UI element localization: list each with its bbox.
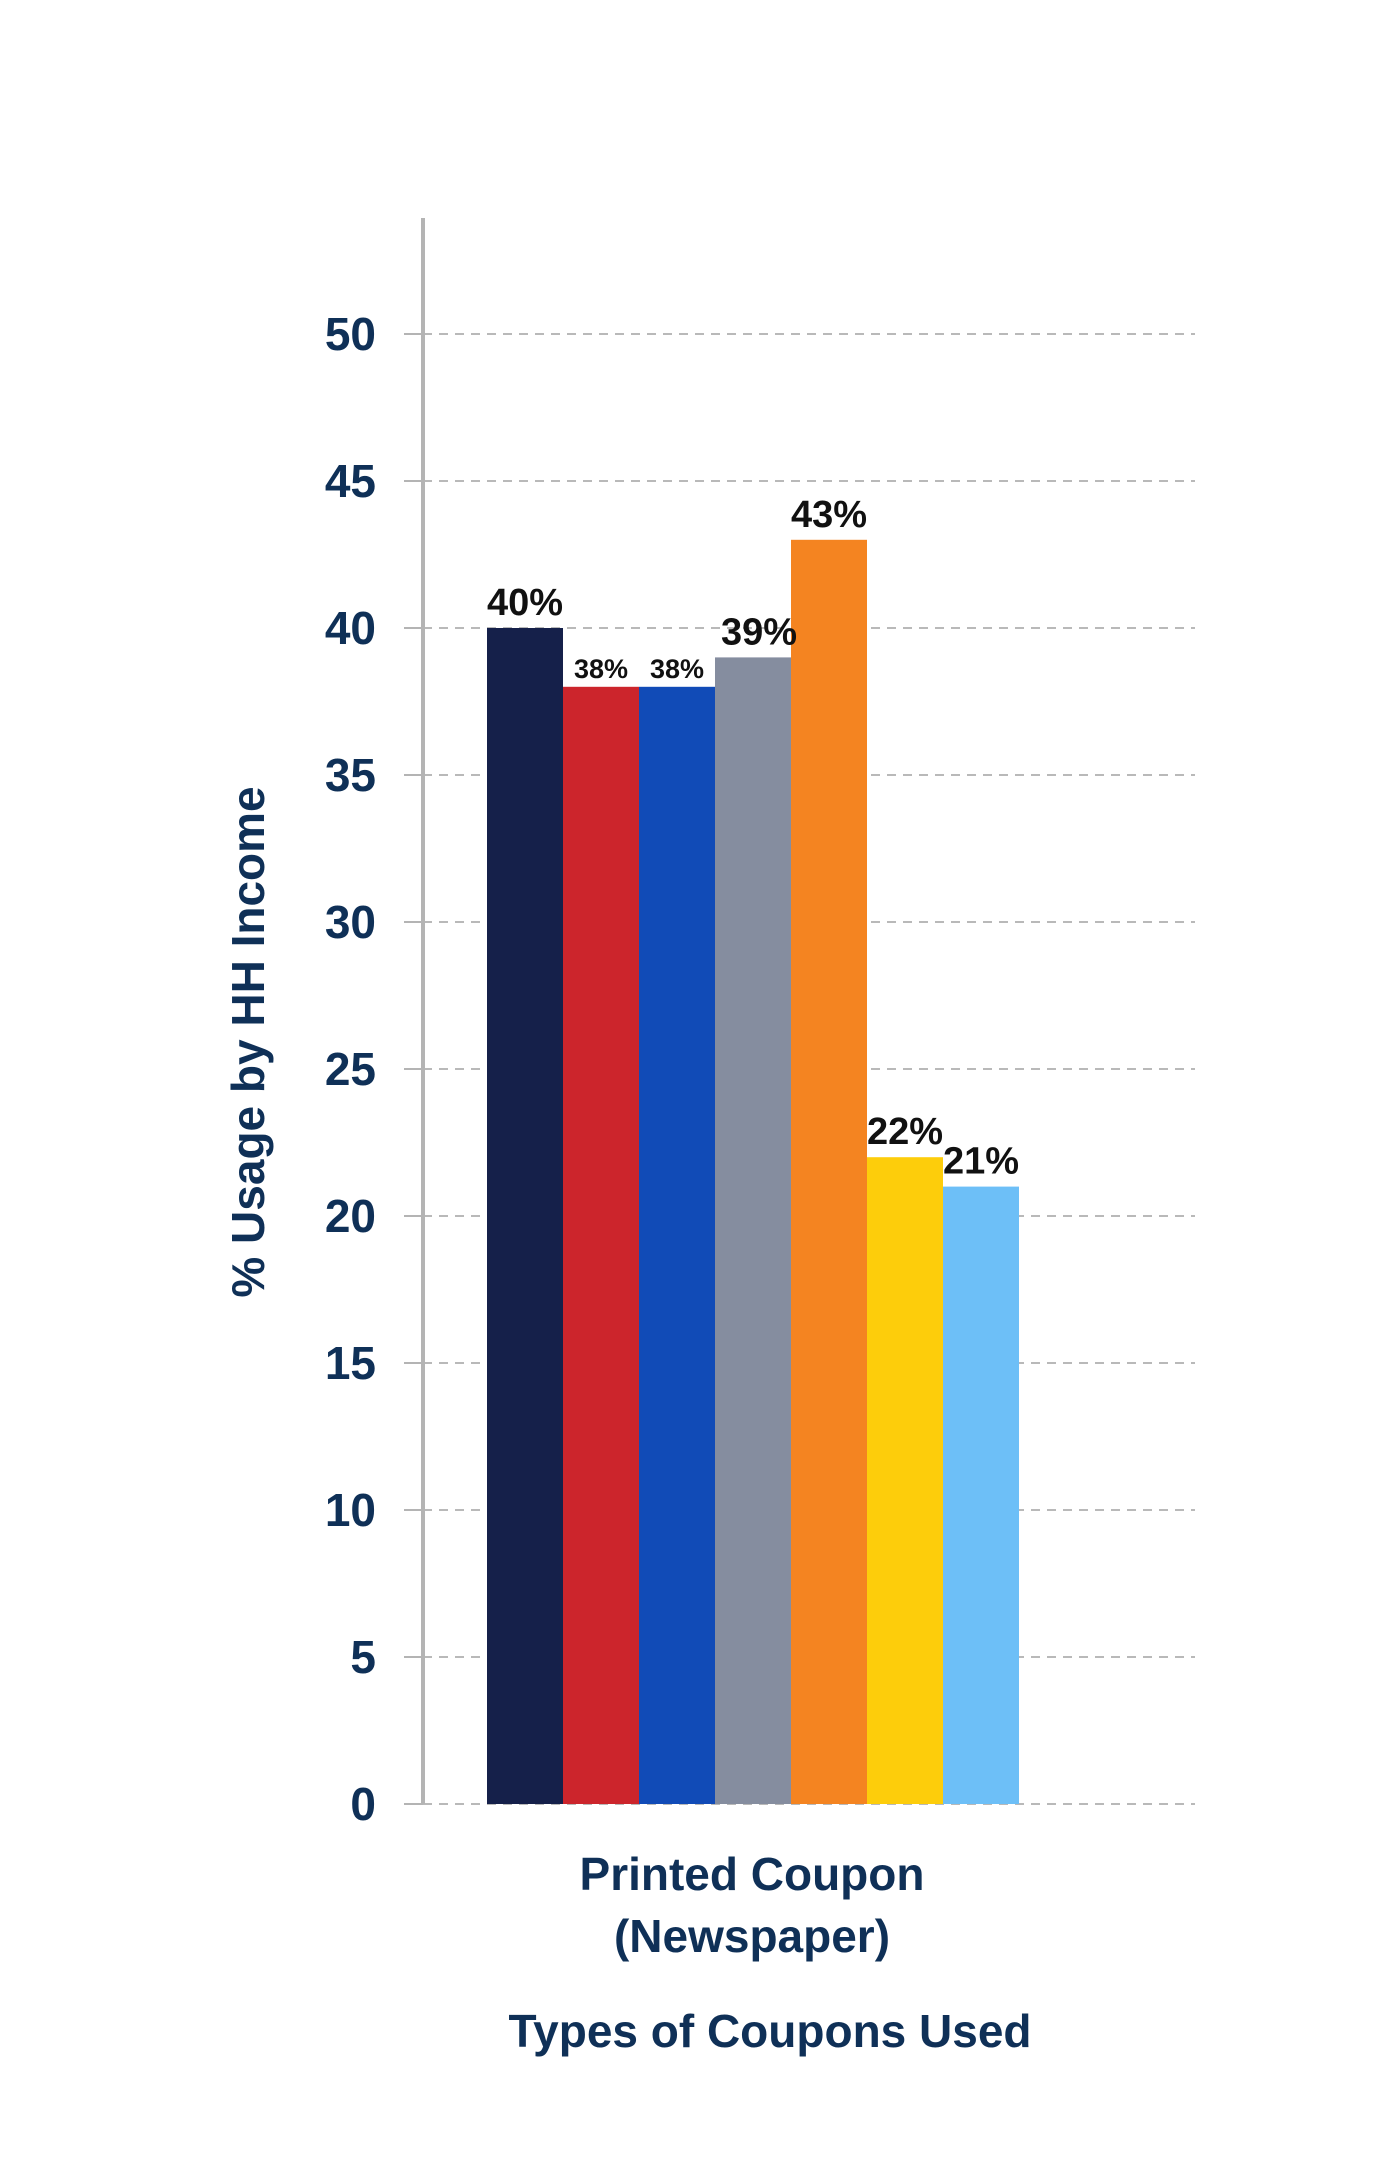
data-label: 40% [487, 582, 563, 624]
y-tick-label: 15 [325, 1337, 376, 1389]
bar [943, 1186, 1019, 1804]
y-tick-label: 0 [350, 1778, 376, 1830]
y-axis-title: % Usage by HH Income [222, 786, 274, 1297]
bar [867, 1157, 943, 1804]
y-tick-label: 30 [325, 896, 376, 948]
y-tick-label: 35 [325, 749, 376, 801]
y-tick-label: 25 [325, 1043, 376, 1095]
y-tick-label: 20 [325, 1190, 376, 1242]
x-category-labels: Printed Coupon (Newspaper) [580, 1848, 925, 1962]
bar [791, 539, 867, 1804]
y-tick-label: 50 [325, 308, 376, 360]
bar [715, 657, 791, 1804]
bar [639, 686, 715, 1804]
y-tick-label: 45 [325, 455, 376, 507]
bars [487, 539, 1019, 1804]
y-tick-label: 10 [325, 1484, 376, 1536]
bar [563, 686, 639, 1804]
x-axis-title: Types of Coupons Used [508, 2005, 1031, 2057]
data-label: 21% [943, 1141, 1019, 1183]
y-tick-label: 40 [325, 602, 376, 654]
data-label: 38% [650, 654, 704, 684]
y-tick-labels: 0 5 10 15 20 25 30 35 40 45 50 [325, 308, 423, 1830]
bar [487, 628, 563, 1804]
x-category-label-line: (Newspaper) [614, 1910, 890, 1962]
data-label: 43% [791, 494, 867, 536]
data-label: 38% [574, 654, 628, 684]
y-tick-label: 5 [350, 1631, 376, 1683]
x-category-label-line: Printed Coupon [580, 1848, 925, 1900]
data-label: 22% [867, 1111, 943, 1153]
data-label: 39% [721, 611, 797, 653]
data-labels: 40% 38% 38% 39% 43% 22%21% [487, 494, 1019, 1183]
